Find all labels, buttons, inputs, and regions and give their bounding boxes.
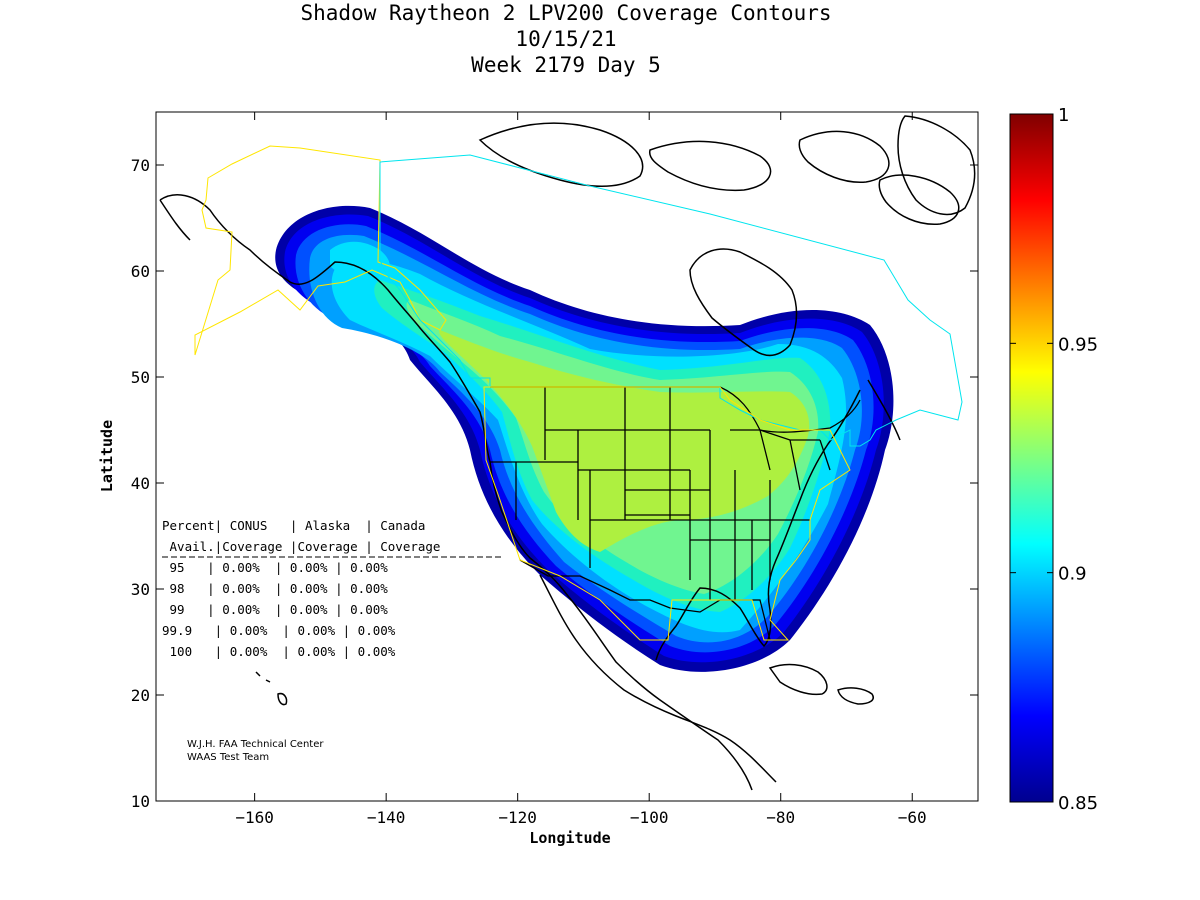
state-grid-horizontal — [490, 429, 810, 541]
table-header-1: Percent| CONUS | Alaska | Canada — [162, 518, 425, 533]
title-line-1: Shadow Raytheon 2 LPV200 Coverage Contou… — [300, 1, 831, 25]
coastline-mexico-central — [539, 574, 777, 783]
table-row: 98 | 0.00% | 0.00% | 0.00% — [162, 581, 388, 596]
coverage-contour-alaska-tip — [330, 241, 390, 281]
region-outlines-group — [194, 145, 963, 641]
state-borders-group — [490, 386, 861, 641]
x-axis-ticks: −160 −140 −120 −100 −80 −60 — [235, 112, 927, 827]
us-border-north — [490, 386, 861, 433]
table-header-2: Avail.|Coverage |Coverage | Coverage — [162, 539, 440, 554]
coastline-caribbean — [768, 663, 874, 705]
table-row: 95 | 0.00% | 0.00% | 0.00% — [162, 560, 388, 575]
coverage-table: Percent| CONUS | Alaska | Canada Avail.|… — [162, 518, 503, 659]
y-tick-label: 30 — [131, 580, 150, 599]
title-line-3: Week 2179 Day 5 — [471, 53, 661, 77]
y-tick-label: 40 — [131, 474, 150, 493]
map-area — [156, 112, 978, 801]
state-grid-vertical — [515, 387, 771, 600]
state-grid-east — [730, 429, 831, 491]
coastline-arctic-islands — [478, 122, 960, 225]
y-axis-ticks: 10 20 30 40 50 60 70 — [131, 156, 978, 811]
colorbar-tick-label: 0.85 — [1058, 793, 1098, 814]
colorbar-tick-label: 0.95 — [1058, 334, 1098, 355]
x-tick-label: −60 — [898, 808, 927, 827]
x-axis-label: Longitude — [529, 829, 610, 847]
x-tick-label: −160 — [235, 808, 274, 827]
x-tick-label: −140 — [367, 808, 406, 827]
credit-line-2: WAAS Test Team — [187, 752, 269, 763]
x-tick-label: −80 — [766, 808, 795, 827]
colorbar — [1009, 113, 1054, 803]
colorbar-tick-label: 0.9 — [1058, 564, 1087, 585]
plot-frame — [155, 111, 979, 802]
coastline-north-america — [159, 194, 901, 791]
coastline-hudson-bay — [689, 248, 798, 357]
y-tick-label: 70 — [131, 156, 150, 175]
y-tick-label: 60 — [131, 262, 150, 281]
coastline-group — [159, 115, 976, 791]
colorbar-tick-label: 1 — [1058, 105, 1069, 126]
colorbar-ticks: 0.85 0.9 0.95 1 — [1010, 105, 1098, 814]
x-tick-label: −100 — [630, 808, 669, 827]
table-row: 99.9 | 0.00% | 0.00% | 0.00% — [162, 623, 396, 638]
alaska-region-outline — [194, 145, 447, 356]
table-row: 100 | 0.00% | 0.00% | 0.00% — [162, 644, 396, 659]
y-tick-label: 50 — [131, 368, 150, 387]
title-line-2: 10/15/21 — [515, 27, 616, 51]
coastline-greenland — [897, 115, 976, 216]
y-axis-label: Latitude — [98, 420, 116, 492]
canada-region-outline — [379, 154, 963, 447]
credit-line-1: W.J.H. FAA Technical Center — [187, 739, 324, 750]
coverage-contour-093 — [439, 330, 810, 552]
conus-region-outline — [483, 386, 851, 641]
table-row: 99 | 0.00% | 0.00% | 0.00% — [162, 602, 388, 617]
y-tick-label: 20 — [131, 686, 150, 705]
x-tick-label: −120 — [498, 808, 537, 827]
coastline-hawaii — [255, 671, 288, 706]
y-tick-label: 10 — [131, 792, 150, 811]
